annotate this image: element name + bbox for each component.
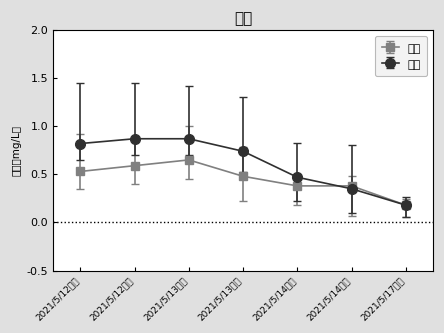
Y-axis label: 氨氮（mg/L）: 氨氮（mg/L） (11, 125, 21, 176)
Legend: 实验, 空白: 实验, 空白 (375, 36, 427, 76)
Title: 氨氮: 氨氮 (234, 11, 252, 26)
